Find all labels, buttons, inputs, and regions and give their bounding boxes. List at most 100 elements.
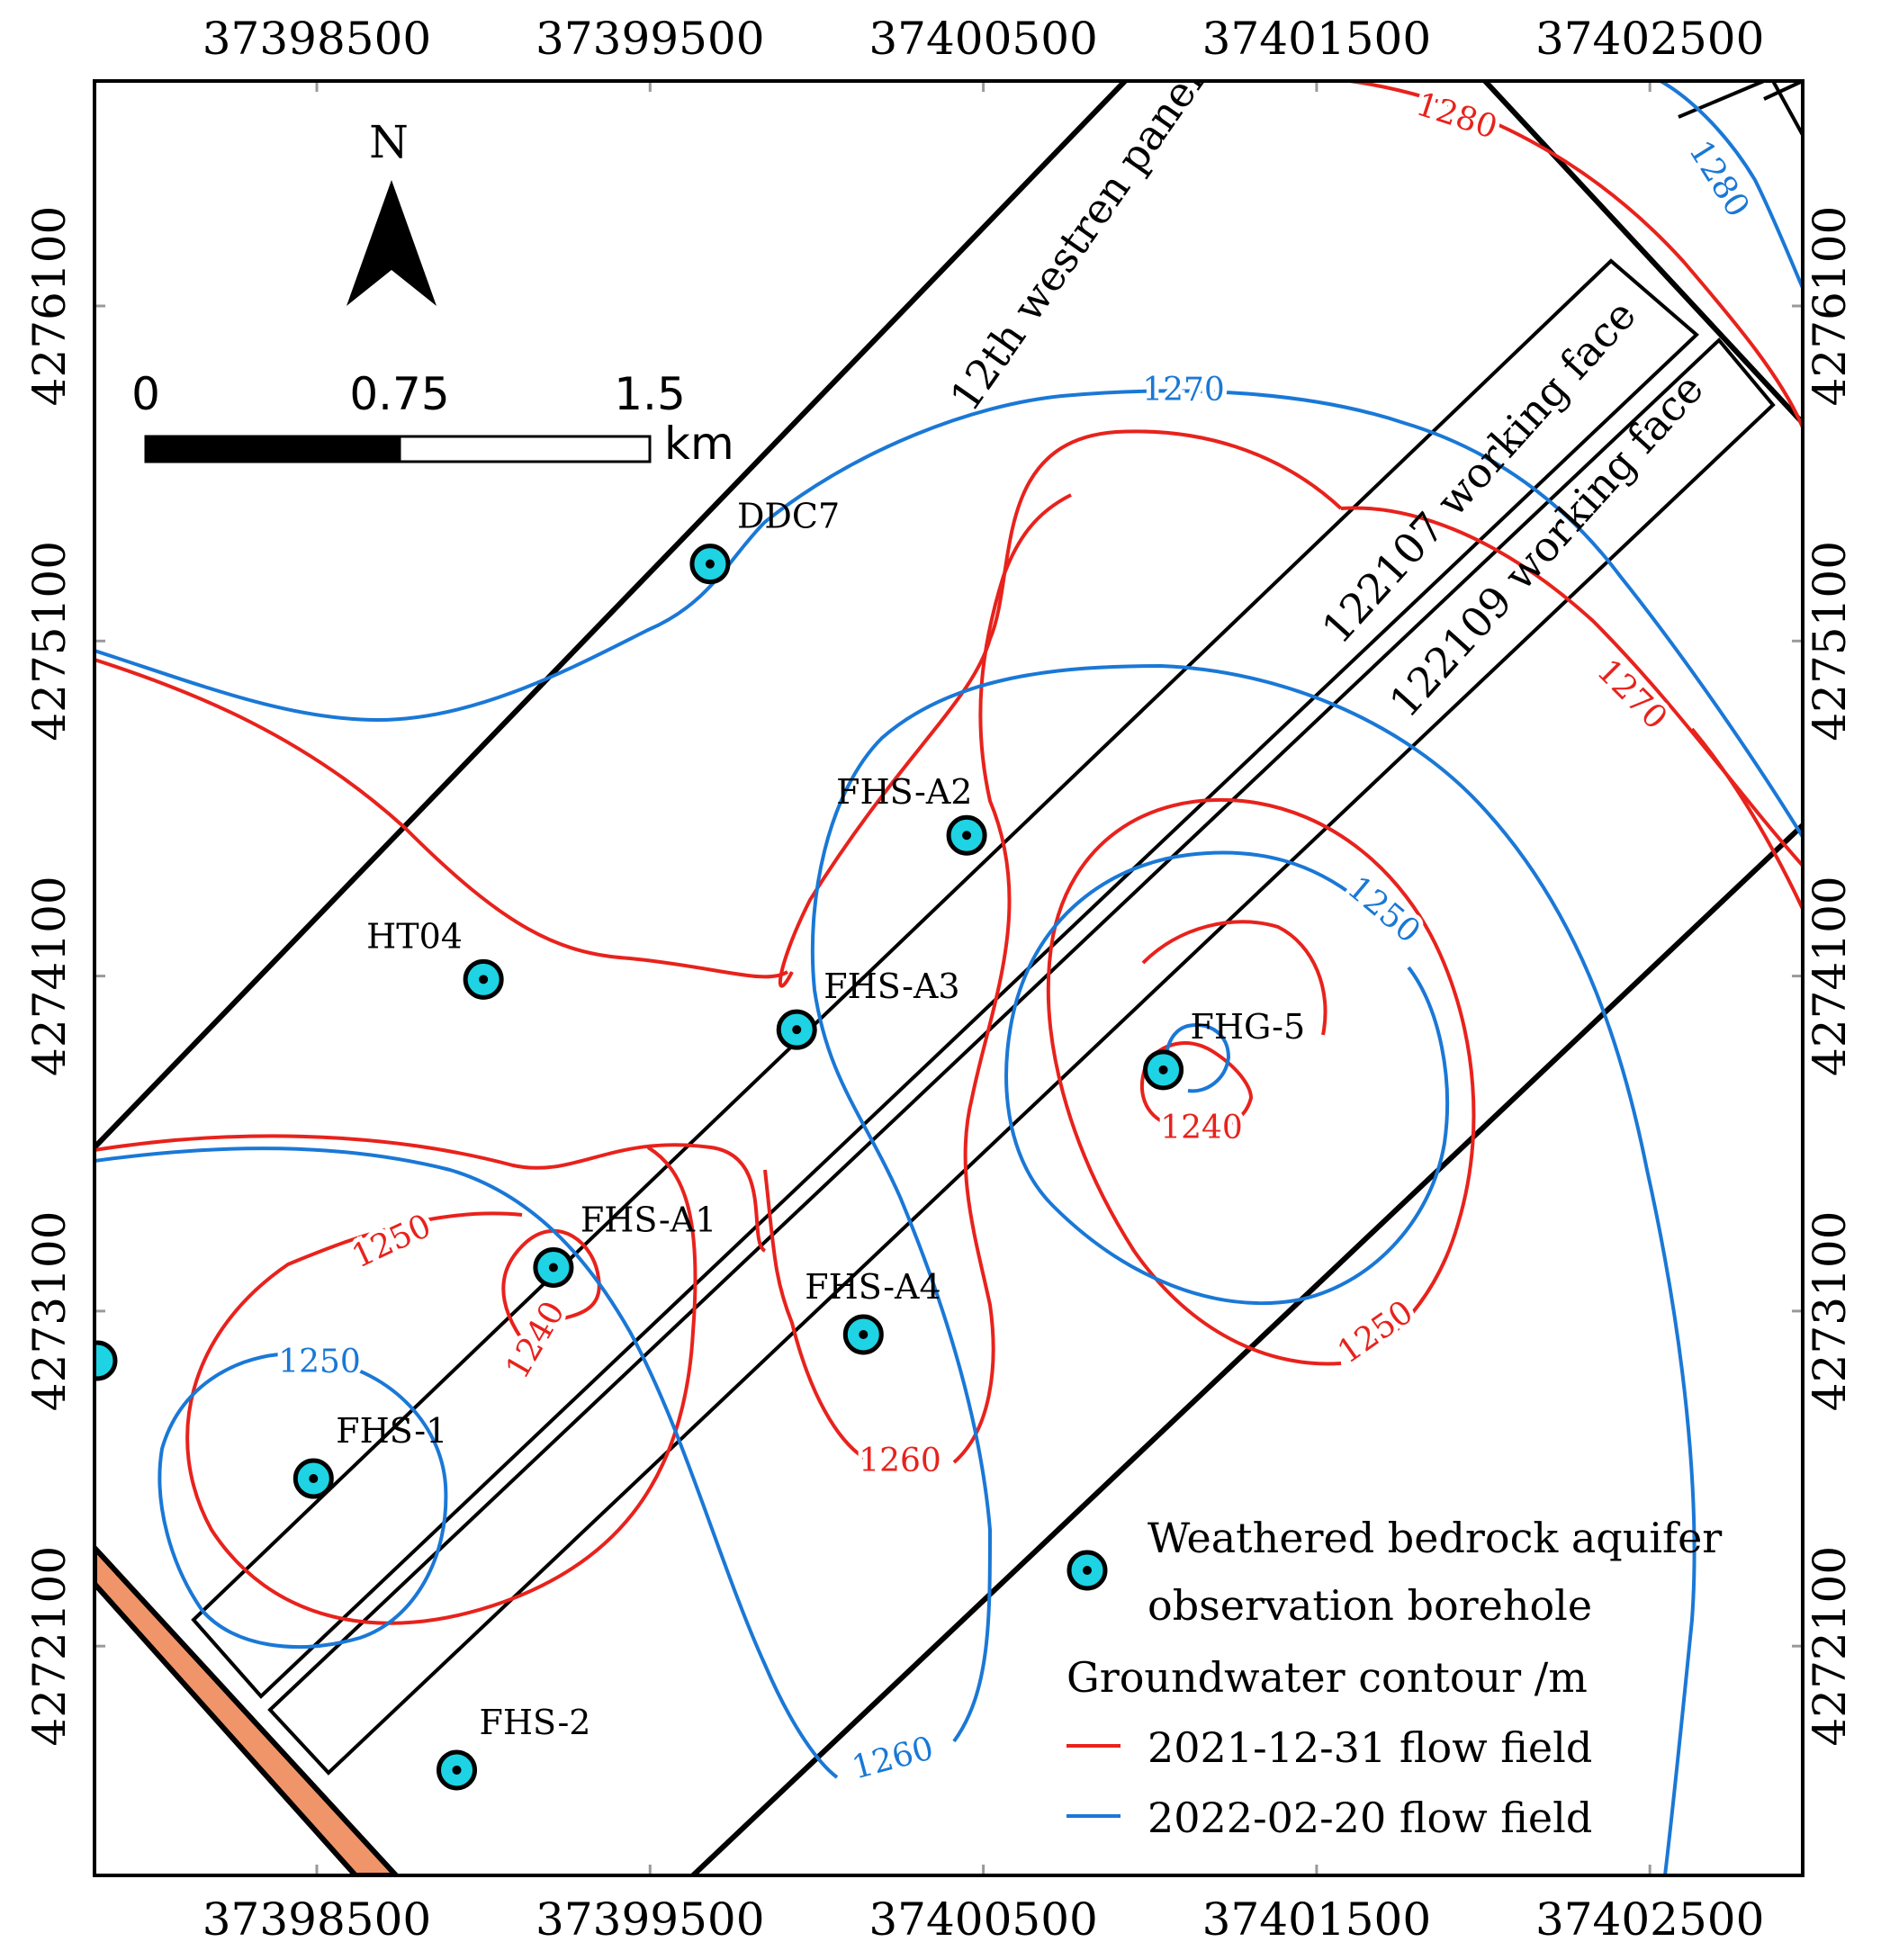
x-tick-top-4: 37402500	[1535, 13, 1765, 65]
x-tick-bottom-1: 37399500	[536, 1893, 765, 1946]
borehole-ht04: HT04	[366, 916, 504, 1000]
borehole-fhs-2: FHS-2	[436, 1703, 591, 1791]
red-contour-1250-west	[94, 1134, 767, 1625]
blue-contour-label-2: 1250	[278, 1344, 361, 1380]
legend-borehole-line1: Weathered bedrock aquifer	[1148, 1514, 1722, 1562]
borehole-label: FHS-A2	[836, 772, 972, 812]
borehole-edge-partial	[94, 1340, 118, 1381]
face-122109-outline	[267, 337, 1776, 1776]
borehole-fhg-5: FHG-5	[1143, 1007, 1306, 1091]
red-contour-label-2: 1250	[346, 1208, 436, 1276]
borehole-fhs-1: FHS-1	[292, 1411, 447, 1499]
red-contour-1250-east	[1046, 797, 1476, 1366]
borehole-label: FHS-2	[480, 1703, 591, 1742]
blue-contour-1260	[94, 663, 1696, 1875]
north-arrow-icon	[346, 180, 436, 306]
red-contour-label-4: 1260	[859, 1443, 941, 1479]
y-tick-left-3: 4273100	[23, 1211, 76, 1412]
fault-zone	[94, 1543, 400, 1875]
blue-contour-label-4: 1260	[848, 1730, 937, 1786]
x-tick-top-3: 37401500	[1202, 13, 1432, 65]
borehole-fhs-a2: FHS-A2	[836, 772, 987, 856]
legend-blue-label: 2022-02-20 flow field	[1148, 1794, 1592, 1842]
borehole-label: FHS-A1	[580, 1200, 716, 1240]
y-tick-left-4: 4272100	[23, 1546, 76, 1747]
scale-label-15: 1.5	[614, 368, 686, 420]
y-tick-left-1: 4275100	[23, 541, 76, 742]
red-contour-1270	[94, 429, 1803, 988]
scale-bar-white	[398, 435, 652, 463]
red-contour-1260	[763, 493, 1072, 1464]
x-tick-top-0: 37398500	[202, 13, 432, 65]
contours-2022-02-20	[94, 81, 1803, 1875]
borehole-center-dot	[962, 831, 972, 841]
scale-unit: km	[664, 418, 734, 470]
eastern-boundary	[1482, 81, 1803, 426]
x-tick-top-1: 37399500	[536, 13, 765, 65]
blue-contour-label-1: 1270	[1142, 372, 1225, 409]
y-axis-right: 4276100 4275100 4274100 4273100 4272100	[1792, 206, 1856, 1747]
red-contour-label-0: 1280	[1412, 85, 1502, 146]
borehole-ddc7: DDC7	[689, 497, 840, 585]
x-tick-bottom-2: 37400500	[868, 1893, 1098, 1946]
northeast-corner-line-1	[1678, 81, 1765, 119]
scale-bar-black	[144, 435, 401, 463]
legend-borehole-line2: observation borehole	[1148, 1581, 1592, 1630]
mine-panels	[94, 81, 1803, 1875]
y-tick-right-1: 4275100	[1804, 541, 1856, 742]
north-label: N	[369, 116, 409, 168]
legend: Weathered bedrock aquifer observation bo…	[1066, 1514, 1722, 1842]
legend-borehole-dot	[1083, 1566, 1092, 1575]
borehole-center-dot	[705, 559, 715, 569]
north-arrow: N	[346, 116, 436, 306]
y-tick-right-2: 4274100	[1804, 876, 1856, 1076]
borehole-label: FHG-5	[1191, 1007, 1306, 1047]
x-tick-bottom-0: 37398500	[202, 1893, 432, 1946]
blue-contour-1270	[94, 389, 1803, 839]
x-axis-bottom: 37398500 37399500 37400500 37401500 37402500	[202, 1865, 1765, 1946]
borehole-label: HT04	[366, 916, 463, 956]
red-contour-1250-east-inner	[1141, 920, 1328, 1036]
red-contour-1240-east	[1140, 1041, 1254, 1131]
red-contour-1280	[1349, 81, 1803, 428]
red-contour-label-5: 1240	[1160, 1110, 1243, 1146]
y-tick-left-0: 4276100	[23, 206, 76, 407]
blue-contour-1250-east	[1004, 850, 1450, 1305]
red-contour-label-6: 1250	[1331, 1294, 1420, 1371]
northeast-corner-line-2	[1763, 81, 1803, 101]
map-frame	[93, 79, 1804, 1877]
borehole-label: FHS-A4	[805, 1267, 940, 1307]
legend-red-label: 2021-12-31 flow field	[1148, 1723, 1592, 1772]
western-panel-label: 12th westren panel	[940, 58, 1213, 419]
scale-label-075: 0.75	[349, 368, 449, 420]
borehole-center-dot	[1158, 1065, 1168, 1074]
borehole-center-dot	[309, 1474, 319, 1484]
borehole-center-dot	[548, 1263, 558, 1272]
scale-bar: 0 0.75 1.5 km	[131, 368, 734, 470]
scale-label-0: 0	[131, 368, 160, 420]
x-tick-top-2: 37400500	[868, 13, 1098, 65]
x-axis-top: 37398500 37399500 37400500 37401500 37402500	[202, 13, 1765, 92]
western-panel-upper-boundary	[94, 81, 1128, 1150]
blue-contour-1250-west	[158, 1353, 448, 1649]
blue-contour-label-0: 1280	[1681, 134, 1756, 223]
red-contour-1270-east-tail	[1690, 727, 1803, 910]
red-contour-label-3: 1240	[499, 1295, 572, 1385]
borehole-label: DDC7	[737, 497, 840, 536]
boreholes: DDC7 FHS-A2 HT04 FHS-A3 FHG-5 FHS-A1 FHS-A4 FHS…	[292, 497, 1306, 1791]
y-axis-left: 4276100 4275100 4274100 4273100 4272100	[23, 206, 105, 1747]
borehole-label: FHS-1	[336, 1411, 447, 1451]
borehole-center-dot	[792, 1025, 802, 1035]
x-tick-bottom-4: 37402500	[1535, 1893, 1765, 1946]
y-tick-right-4: 4272100	[1804, 1546, 1856, 1747]
borehole-center-dot	[859, 1329, 868, 1339]
y-tick-right-0: 4276100	[1804, 206, 1856, 407]
borehole-center-dot	[452, 1765, 462, 1775]
x-tick-bottom-3: 37401500	[1202, 1893, 1432, 1946]
borehole-fhs-a3: FHS-A3	[776, 967, 960, 1050]
y-tick-right-3: 4273100	[1804, 1211, 1856, 1412]
borehole-fhs-a1: FHS-A1	[533, 1200, 716, 1289]
blue-contour-1240-east	[1165, 1023, 1231, 1093]
western-panel-lower-boundary	[690, 823, 1803, 1875]
